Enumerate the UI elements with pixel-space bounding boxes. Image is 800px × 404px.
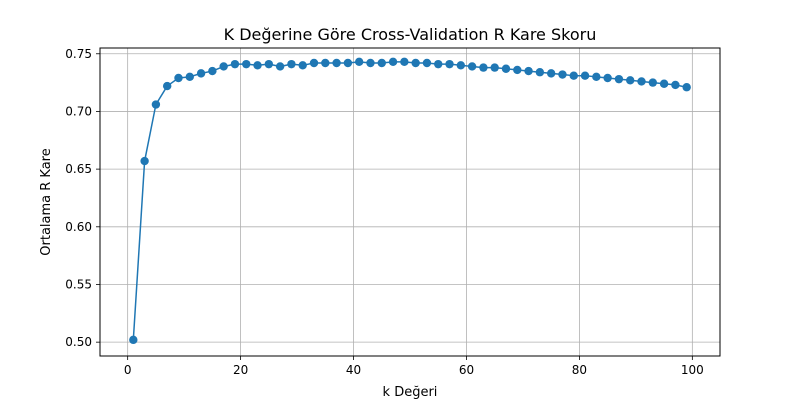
series-line [132,61,687,340]
data-point [162,81,172,91]
data-point [445,59,454,69]
x-tick-label: 20 [233,363,248,377]
data-point [174,73,183,83]
series-layer [129,57,691,345]
data-point [230,59,240,69]
data-point [637,77,646,86]
data-point [242,59,251,69]
data-point [332,58,341,68]
data-point [208,66,217,76]
data-point [592,72,601,82]
data-point [411,58,420,68]
data-point [422,58,432,68]
data-point [671,80,680,90]
data-point [501,64,511,73]
data-point [321,58,330,68]
x-tick-label: 60 [459,363,474,377]
data-point [298,61,307,70]
data-point [524,66,533,76]
data-point [196,69,206,78]
data-point [400,57,409,67]
y-tick-label: 0.55 [65,277,92,291]
x-tick-label: 0 [124,363,132,377]
y-axis: 0.50 0.55 0.60 0.65 0.70 0.75 [65,47,100,349]
x-tick-label: 40 [346,363,361,377]
data-point [185,72,194,82]
data-point [546,69,556,78]
data-point [467,62,477,71]
data-point [129,335,138,345]
x-tick-label: 80 [572,363,587,377]
data-point [659,79,669,88]
data-point [603,73,612,83]
x-axis: 0 20 40 60 80 100 [124,356,704,377]
data-point [479,63,488,72]
y-tick-label: 0.70 [65,104,92,118]
data-point [140,156,149,166]
data-point [309,58,319,68]
data-point [614,74,624,84]
data-point [151,100,161,109]
data-point [377,58,386,68]
y-tick-label: 0.50 [65,335,92,349]
data-point [275,62,285,71]
chart-title: K Değerine Göre Cross-Validation R Kare … [224,25,597,44]
data-point [343,58,353,68]
data-point [287,59,296,69]
data-point [219,62,228,71]
data-point [535,68,545,77]
y-axis-label: Ortalama R Kare [39,148,54,255]
data-point [366,58,375,68]
data-point [354,57,364,67]
x-axis-label: k Değeri [383,385,438,400]
data-point [580,71,590,80]
y-tick-label: 0.60 [65,220,92,234]
data-point [490,63,499,72]
data-point [569,71,578,80]
grid [100,48,720,356]
plot-frame [99,47,721,357]
data-point [434,59,443,69]
data-point [513,65,522,75]
data-point [456,61,466,70]
data-point [253,61,262,70]
y-tick-label: 0.75 [65,47,92,61]
y-tick-label: 0.65 [65,162,92,176]
data-point [682,83,691,92]
x-tick-label: 100 [681,363,704,377]
data-point [264,59,274,69]
data-point [626,76,635,85]
data-point [648,78,658,87]
data-point [558,70,567,79]
data-point [388,57,398,67]
